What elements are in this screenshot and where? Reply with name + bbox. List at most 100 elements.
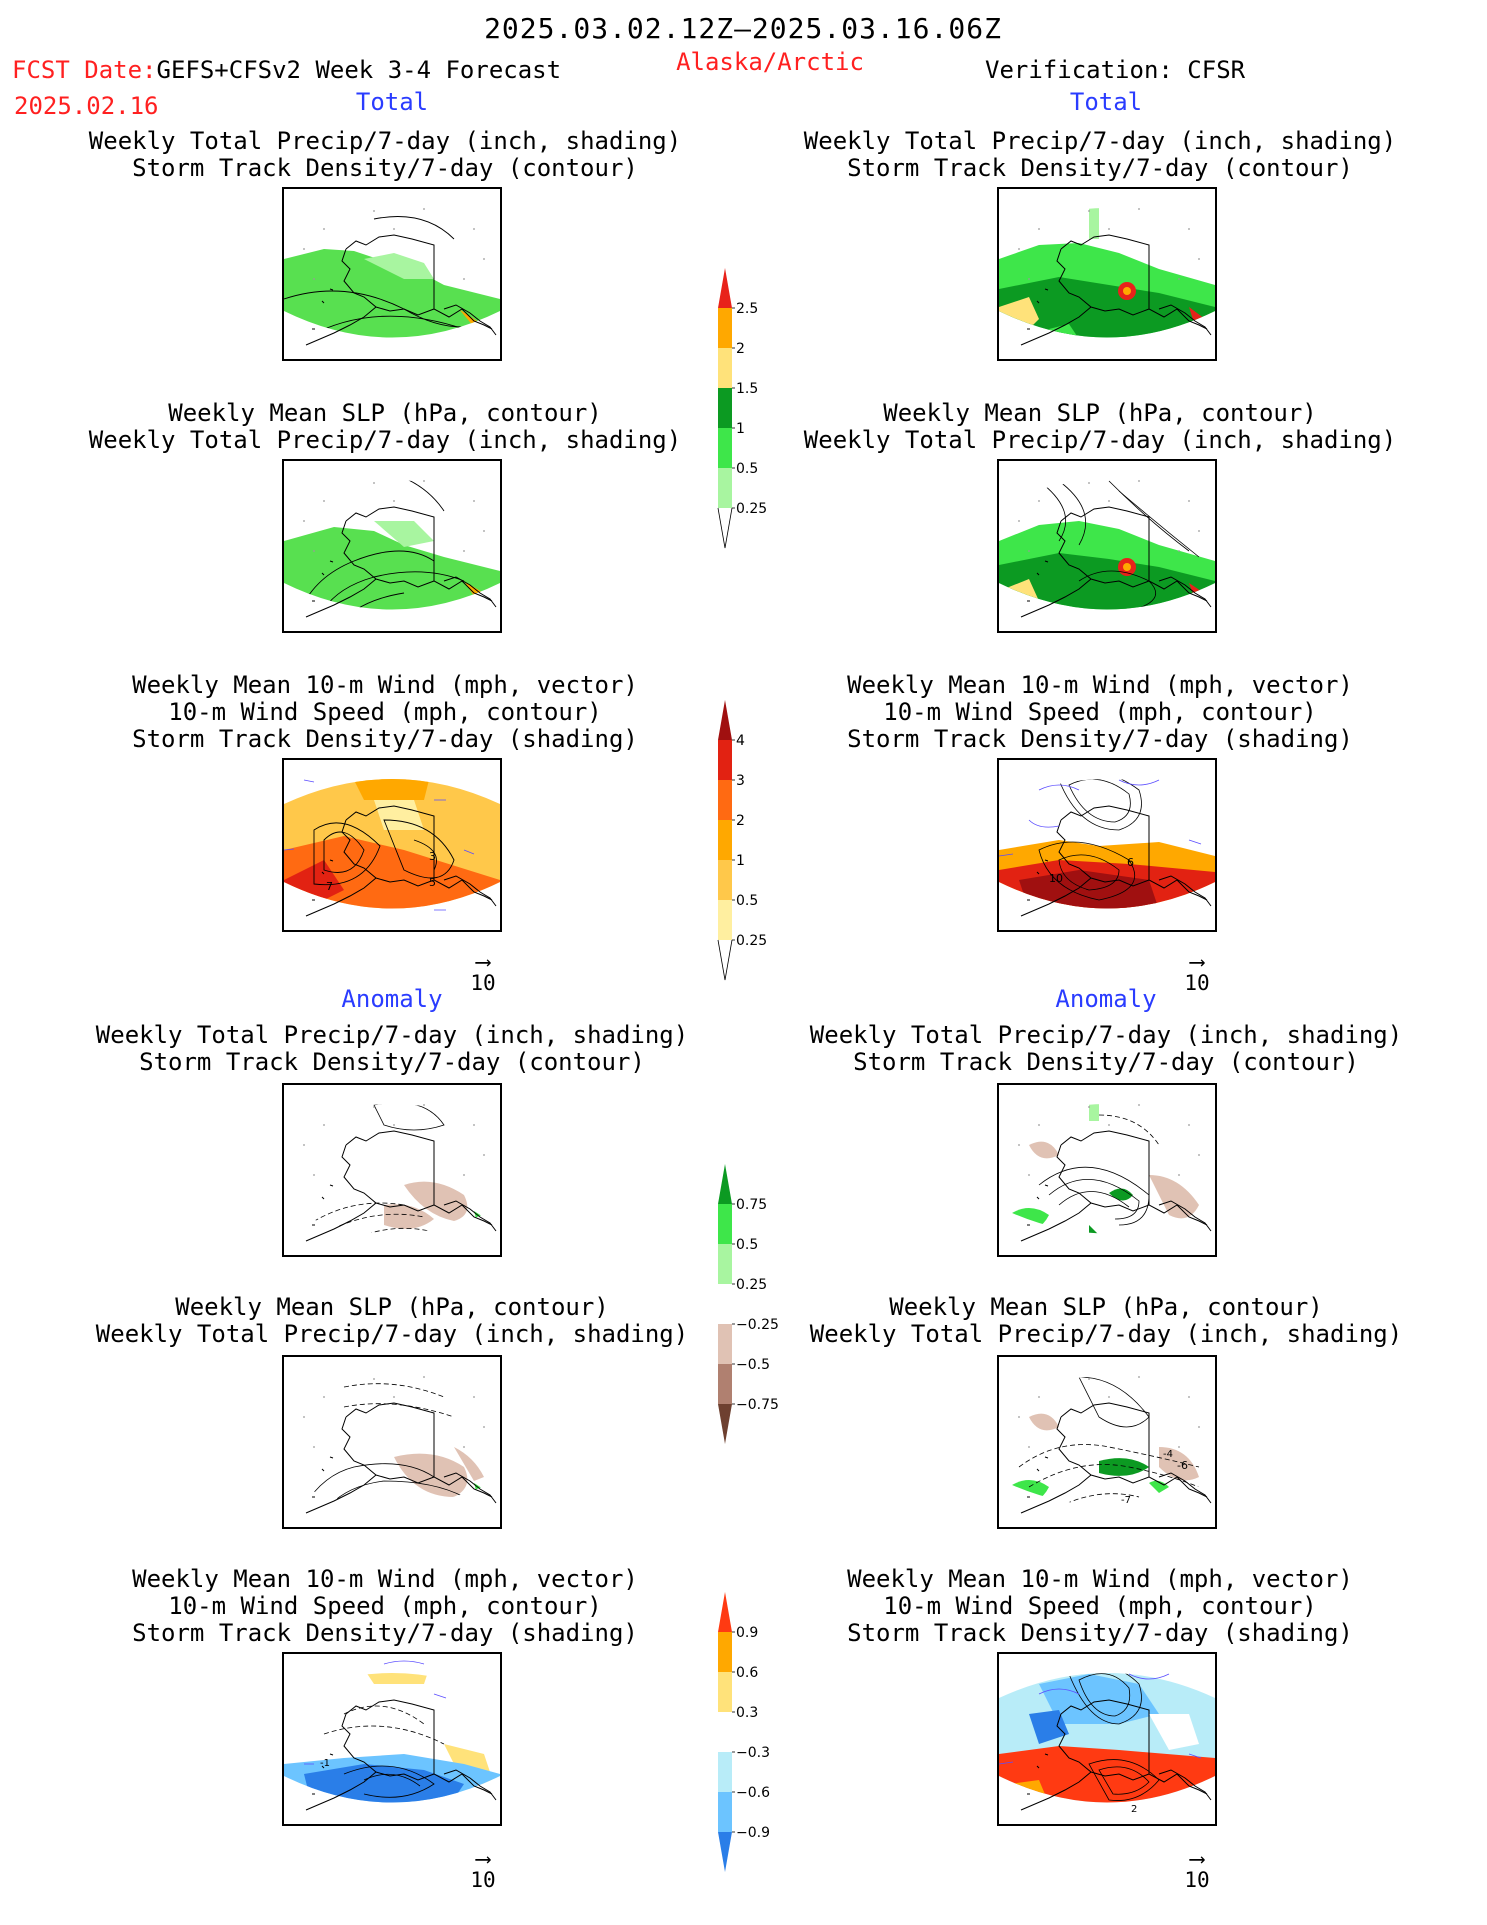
colorbar-precip-total: 2.5 2 1.5 1 0.5 0.25 xyxy=(717,268,778,562)
map-panel-ob-total-wind: 10 6 xyxy=(997,758,1217,932)
title-line: Storm Track Density/7-day (shading) xyxy=(847,1619,1353,1647)
map-panel-ob-anom-precip xyxy=(997,1083,1217,1257)
vector-reference-value: 10 xyxy=(470,971,496,995)
colorbar-label: 0.3 xyxy=(736,1705,758,1721)
arrow-right-icon: ⟶ xyxy=(1190,1847,1204,1872)
fcst-date-label: FCST Date: xyxy=(12,56,157,84)
colorbar-precip-anom: 0.75 0.5 0.25 −0.25 −0.5 −0.75 xyxy=(718,1164,788,1458)
title-line: Weekly Mean SLP (hPa, contour) xyxy=(168,399,602,427)
title-line: Weekly Total Precip/7-day (inch, shading… xyxy=(803,127,1397,155)
colorbar-swatch xyxy=(718,468,732,508)
colorbar-swatch xyxy=(718,1204,732,1244)
title-ob-anom-precip: Weekly Total Precip/7-day (inch, shading… xyxy=(810,1022,1402,1076)
title-line: Weekly Mean 10-m Wind (mph, vector) xyxy=(847,1565,1353,1593)
colorbar-swatch xyxy=(718,780,732,820)
map-panel-fc-total-precip xyxy=(282,187,502,361)
title-ob-total-slp: Weekly Mean SLP (hPa, contour) Weekly To… xyxy=(804,400,1396,454)
verification-label: Verification: CFSR xyxy=(985,56,1246,84)
contour-label: -7 xyxy=(1121,1495,1131,1506)
colorbar-label: 0.5 xyxy=(736,1237,758,1253)
map-ob-total-wind: 10 6 xyxy=(999,779,1215,917)
colorbar-precip-total-svg: 2.5 2 1.5 1 0.5 0.25 xyxy=(717,268,767,549)
colorbar-swatch xyxy=(718,1164,732,1204)
colorbar-swatch xyxy=(718,1324,732,1364)
colorbar-label: 3 xyxy=(736,773,745,789)
title-line: Weekly Mean SLP (hPa, contour) xyxy=(883,399,1317,427)
arrow-right-icon: ⟶ xyxy=(1190,950,1204,975)
colorbar-swatch xyxy=(718,428,732,468)
title-line: Storm Track Density/7-day (contour) xyxy=(132,154,638,182)
colorbar-label: 2 xyxy=(736,341,745,357)
colorbar-label: 2.5 xyxy=(736,301,758,317)
title-line: Weekly Total Precip/7-day (inch, shading… xyxy=(809,1021,1403,1049)
colorbar-swatch xyxy=(718,388,732,428)
colorbar-storm-total-svg: 4 3 2 1 0.5 0.25 xyxy=(717,700,767,981)
colorbar-label: 0.5 xyxy=(736,461,758,477)
colorbar-label: 1 xyxy=(736,853,745,869)
map-ob-anom-wind: 2 xyxy=(999,1673,1215,1815)
fcst-date-value: 2025.02.16 xyxy=(14,92,159,120)
region-label: Alaska/Arctic xyxy=(676,48,864,76)
colorbar-swatch xyxy=(718,268,732,308)
forecast-info: FCST Date:GEFS+CFSv2 Week 3-4 Forecast xyxy=(12,56,561,84)
contour-label: -1 xyxy=(320,1758,330,1769)
colorbar-swatch xyxy=(718,1632,732,1672)
title-line: 10-m Wind Speed (mph, contour) xyxy=(883,698,1317,726)
colorbar-swatch xyxy=(718,820,732,860)
title-line: Storm Track Density/7-day (shading) xyxy=(132,1619,638,1647)
map-ob-anom-slp: -6 -4 -7 xyxy=(999,1376,1215,1514)
title-fc-anom-slp: Weekly Mean SLP (hPa, contour) Weekly To… xyxy=(96,1294,688,1348)
colorbar-storm-total: 4 3 2 1 0.5 0.25 xyxy=(717,700,778,994)
title-line: 10-m Wind Speed (mph, contour) xyxy=(883,1592,1317,1620)
map-panel-ob-anom-wind: 2 xyxy=(997,1652,1217,1826)
colorbar-label: 1 xyxy=(736,421,745,437)
map-ob-total-precip xyxy=(999,208,1215,346)
contour-label: -4 xyxy=(1163,1449,1173,1460)
colorbar-label: −0.5 xyxy=(736,1357,770,1373)
title-line: Storm Track Density/7-day (contour) xyxy=(847,154,1353,182)
map-fc-anom-precip xyxy=(284,1104,500,1242)
map-panel-fc-total-slp xyxy=(282,459,502,633)
colorbar-label: 0.5 xyxy=(736,893,758,909)
colorbar-swatch xyxy=(718,1672,732,1712)
title-fc-total-slp: Weekly Mean SLP (hPa, contour) Weekly To… xyxy=(89,400,681,454)
map-ob-total-slp xyxy=(999,480,1215,618)
colorbar-storm-anom-svg: 0.9 0.6 0.3 −0.3 −0.6 −0.9 xyxy=(718,1592,770,1872)
vector-reference-fc-anom: ⟶ 10 xyxy=(463,1849,503,1893)
colorbar-swatch xyxy=(718,308,732,348)
title-line: Weekly Total Precip/7-day (inch, shading… xyxy=(95,1021,689,1049)
colorbar-label: 4 xyxy=(736,733,745,749)
title-line: Storm Track Density/7-day (contour) xyxy=(139,1048,645,1076)
colorbar-swatch xyxy=(718,1712,732,1752)
title-line: Weekly Mean 10-m Wind (mph, vector) xyxy=(132,1565,638,1593)
contour-label: 2 xyxy=(1131,1804,1137,1815)
title-line: 10-m Wind Speed (mph, contour) xyxy=(168,1592,602,1620)
vector-reference-value: 10 xyxy=(470,1868,496,1892)
colorbar-swatch xyxy=(718,1792,732,1832)
colorbar-tail xyxy=(717,939,733,981)
colorbar-storm-anom: 0.9 0.6 0.3 −0.3 −0.6 −0.9 xyxy=(718,1592,788,1886)
colorbar-swatch xyxy=(718,1752,732,1792)
title-line: Storm Track Density/7-day (shading) xyxy=(132,725,638,753)
colorbar-swatch xyxy=(718,1592,732,1632)
section-total-forecast: Total xyxy=(355,88,429,116)
title-line: Weekly Mean SLP (hPa, contour) xyxy=(175,1293,609,1321)
colorbar-label: −0.9 xyxy=(736,1825,770,1841)
title-line: Weekly Mean 10-m Wind (mph, vector) xyxy=(132,671,638,699)
model-label: GEFS+CFSv2 Week 3-4 Forecast xyxy=(156,56,562,84)
title-line: Weekly Mean 10-m Wind (mph, vector) xyxy=(847,671,1353,699)
colorbar-swatch xyxy=(718,1832,732,1872)
map-ob-anom-precip xyxy=(999,1104,1215,1242)
colorbar-label: 0.75 xyxy=(736,1197,767,1213)
title-line: Weekly Total Precip/7-day (inch, shading… xyxy=(88,127,682,155)
colorbar-swatch xyxy=(718,860,732,900)
colorbar-swatch xyxy=(718,1364,732,1404)
map-fc-total-slp xyxy=(284,480,500,618)
title-ob-anom-slp: Weekly Mean SLP (hPa, contour) Weekly To… xyxy=(810,1294,1402,1348)
map-panel-fc-anom-slp xyxy=(282,1355,502,1529)
colorbar-label: 0.25 xyxy=(736,933,767,949)
map-panel-ob-anom-slp: -6 -4 -7 xyxy=(997,1355,1217,1529)
title-line: Weekly Total Precip/7-day (inch, shading… xyxy=(88,426,682,454)
date-range-title: 2025.03.02.12Z–2025.03.16.06Z xyxy=(484,12,1002,45)
section-anomaly-forecast: Anomaly xyxy=(341,985,443,1013)
